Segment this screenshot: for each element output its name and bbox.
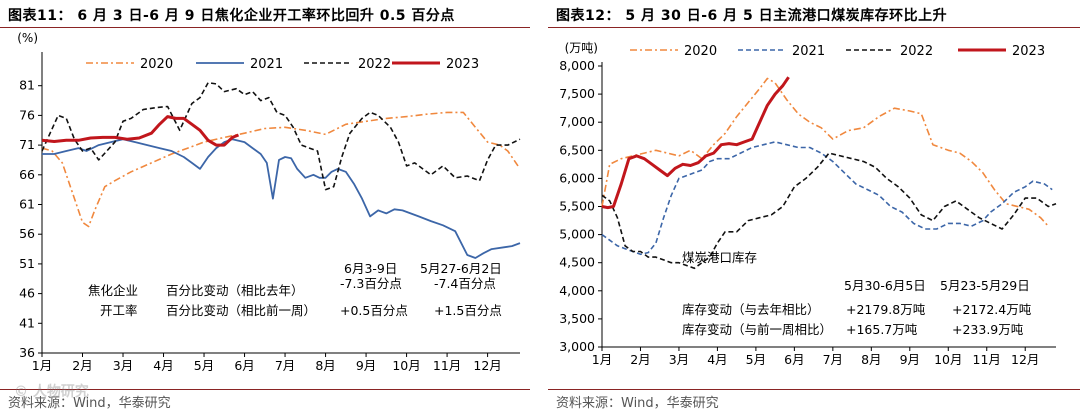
right-series-2021-line (601, 141, 1053, 256)
left-table-value: -7.4百分点 (434, 276, 496, 291)
right-x-tick-label: 5月 (746, 352, 766, 367)
left-y-tick-label: 76 (19, 107, 35, 122)
left-x-tick-label: 3月 (113, 358, 133, 373)
left-x-tick-label: 1月 (32, 358, 52, 373)
left-chart-panel: 图表11： 6 月 3 日-6 月 9 日焦化企业开工率环比回升 0.5 百分点… (0, 0, 530, 412)
right-y-tick-label: 6,000 (559, 170, 595, 185)
right-chart-title: 图表12： 5 月 30 日-6 月 5 日主流港口煤炭库存环比上升 (556, 8, 948, 24)
left-x-tick-label: 7月 (275, 358, 295, 373)
right-y-tick-label: 5,500 (559, 199, 595, 214)
right-table-value: +233.9万吨 (952, 322, 1024, 337)
right-legend-label-2020: 2020 (684, 44, 717, 59)
right-source-note: 资料来源：Wind，华泰研究 (556, 396, 719, 411)
right-x-tick-label: 4月 (707, 352, 727, 367)
left-y-unit-label: (%) (17, 31, 38, 45)
right-table-value: +2172.4万吨 (952, 302, 1032, 317)
right-title-rule (548, 27, 1080, 28)
right-series-2020-line (601, 77, 1049, 227)
right-x-tick-label: 3月 (669, 352, 689, 367)
left-y-tick-label: 56 (19, 226, 35, 241)
right-table-row-label: 煤炭港口库存 (682, 250, 757, 265)
right-chart-panel: 图表12： 5 月 30 日-6 月 5 日主流港口煤炭库存环比上升 (万吨) 3… (548, 0, 1080, 412)
right-series-2023-line (601, 76, 790, 210)
left-table-row-label: 焦化企业 (88, 283, 138, 298)
right-footer-rule (548, 389, 1080, 390)
left-x-tick-label: 6月 (234, 358, 254, 373)
left-table-row-label: 开工率 (100, 303, 138, 318)
left-x-tick-label: 12月 (473, 358, 501, 373)
right-x-tick-label: 7月 (823, 352, 843, 367)
left-table-row-label: 百分比变动（相比去年） (166, 283, 304, 298)
right-x-tick-label: 10月 (934, 352, 962, 367)
right-table-row-label: 库存变动（与去年相比） (682, 302, 820, 317)
right-y-tick-label: 7,000 (559, 114, 595, 129)
right-x-tick-label: 12月 (1011, 352, 1039, 367)
right-table-value: +2179.8万吨 (846, 302, 926, 317)
left-x-tick-label: 9月 (356, 358, 376, 373)
right-y-tick-label: 6,500 (559, 142, 595, 157)
left-source-note: 资料来源：Wind，华泰研究 (8, 396, 171, 411)
right-x-tick-label: 11月 (973, 352, 1001, 367)
right-series-2022-line (601, 152, 1057, 270)
left-legend-label-2023: 2023 (446, 57, 479, 72)
right-y-tick-label: 4,500 (559, 255, 595, 270)
left-footer-rule (0, 389, 530, 390)
right-table-col1-header: 5月30-6月5日 (844, 278, 926, 293)
left-y-tick-label: 61 (19, 197, 35, 212)
right-x-tick-label: 1月 (592, 352, 612, 367)
right-y-tick-label: 5,000 (559, 227, 595, 242)
right-x-tick-label: 2月 (630, 352, 650, 367)
right-table-row-label: 库存变动（与前一周相比） (682, 322, 832, 337)
right-y-unit-label: (万吨) (565, 41, 598, 55)
left-y-tick-label: 66 (19, 167, 35, 182)
right-x-tick-label: 9月 (900, 352, 920, 367)
left-table-value: -7.3百分点 (340, 276, 402, 291)
left-y-tick-label: 46 (19, 286, 35, 301)
right-table-value: +165.7万吨 (846, 322, 918, 337)
right-x-tick-label: 6月 (784, 352, 804, 367)
left-y-tick-label: 81 (19, 78, 35, 93)
left-table-col1-header: 6月3-9日 (344, 261, 397, 276)
right-legend-label-2022: 2022 (900, 44, 933, 59)
left-watermark: © 人物研究 (14, 384, 89, 400)
left-table-row-label: 百分比变动（相比前一周） (166, 303, 316, 318)
left-y-tick-label: 71 (19, 137, 35, 152)
left-table-value: +0.5百分点 (340, 303, 408, 318)
right-legend-label-2023: 2023 (1012, 44, 1045, 59)
left-series-2020-line (41, 111, 519, 228)
right-y-tick-label: 7,500 (559, 86, 595, 101)
left-title-rule (0, 27, 530, 28)
right-x-tick-label: 8月 (861, 352, 881, 367)
right-y-tick-label: 3,000 (559, 339, 595, 354)
left-series-2023-line (41, 115, 240, 147)
right-y-tick-label: 4,000 (559, 283, 595, 298)
left-series-2021-line (42, 138, 521, 259)
right-y-tick-label: 8,000 (559, 58, 595, 73)
left-y-tick-label: 41 (19, 315, 35, 330)
left-legend-label-2020: 2020 (140, 57, 173, 72)
left-y-tick-label: 36 (19, 345, 35, 360)
right-table-col2-header: 5月23-5月29日 (940, 278, 1030, 293)
left-x-tick-label: 5月 (194, 358, 214, 373)
left-x-tick-label: 2月 (72, 358, 92, 373)
left-y-tick-label: 51 (19, 256, 35, 271)
right-y-tick-label: 3,500 (559, 311, 595, 326)
left-x-tick-label: 4月 (153, 358, 173, 373)
right-legend-label-2021: 2021 (792, 44, 825, 59)
right-chart-svg: (万吨) 3,000 3,500 4,000 4,500 5,000 5,500 6,000 6… (559, 41, 1057, 367)
left-table-col2-header: 5月27-6月2日 (420, 261, 502, 276)
left-x-tick-label: 8月 (315, 358, 335, 373)
left-table-value: +1.5百分点 (434, 303, 502, 318)
left-chart-svg: (%) 36 41 46 51 56 61 66 71 76 81 1月 2月 3月 4月 5月 6月 7月 8月 9… (17, 31, 521, 373)
left-x-tick-label: 10月 (392, 358, 420, 373)
left-legend-label-2022: 2022 (358, 57, 391, 72)
left-legend-label-2021: 2021 (250, 57, 283, 72)
left-chart-title: 图表11： 6 月 3 日-6 月 9 日焦化企业开工率环比回升 0.5 百分点 (8, 8, 455, 24)
left-x-tick-label: 11月 (433, 358, 461, 373)
